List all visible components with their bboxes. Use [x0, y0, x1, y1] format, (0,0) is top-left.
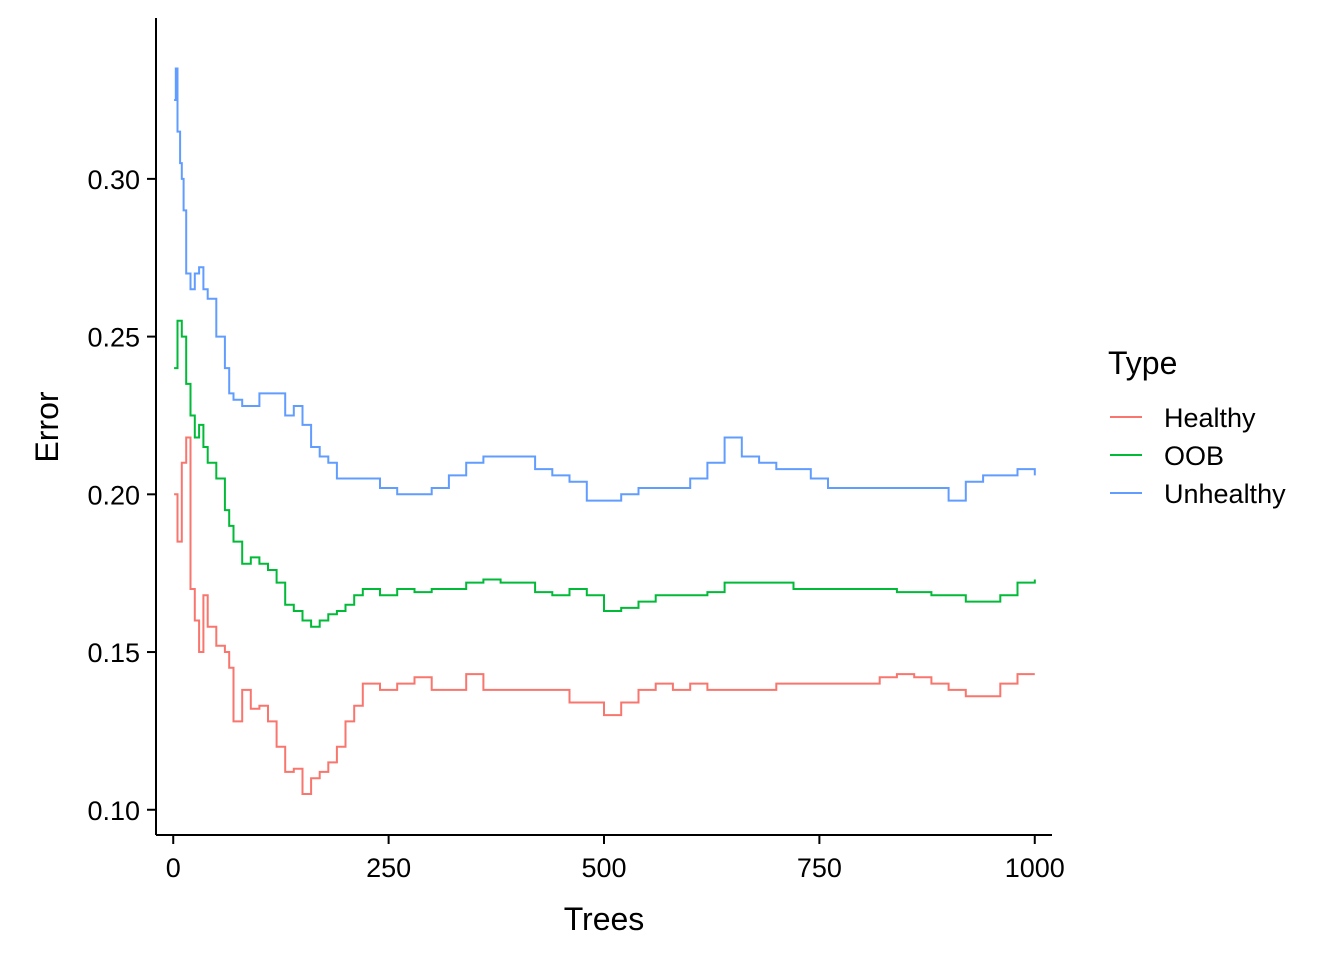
legend-label: Unhealthy — [1164, 479, 1286, 509]
legend-entries: Healthy OOB Unhealthy — [1110, 403, 1286, 509]
x-tick-label: 0 — [166, 853, 181, 883]
x-tick-label: 500 — [581, 853, 626, 883]
y-ticks: 0.10 0.15 0.20 0.25 0.30 — [87, 165, 156, 826]
legend-label: Healthy — [1164, 403, 1256, 433]
x-ticks: 0 250 500 750 1000 — [166, 835, 1065, 883]
plot-panel: 0 250 500 750 1000 0.10 0.15 0.20 0.25 0.30 — [87, 18, 1065, 883]
x-tick-label: 250 — [366, 853, 411, 883]
series-line-unhealthy — [174, 67, 1036, 502]
y-tick-label: 0.20 — [87, 480, 140, 510]
legend-title: Type — [1108, 345, 1177, 381]
y-tick-label: 0.10 — [87, 796, 140, 826]
y-tick-label: 0.15 — [87, 638, 140, 668]
series-line-healthy — [174, 436, 1035, 795]
y-axis-title: Error — [29, 391, 65, 462]
y-tick-label: 0.30 — [87, 165, 140, 195]
x-tick-label: 1000 — [1005, 853, 1065, 883]
x-axis-title: Trees — [564, 901, 645, 937]
y-tick-label: 0.25 — [87, 323, 140, 353]
series-line-oob — [174, 319, 1036, 628]
series-layer — [174, 67, 1036, 795]
legend: Type Healthy OOB Unhealthy — [1108, 345, 1286, 509]
legend-label: OOB — [1164, 441, 1224, 471]
x-tick-label: 750 — [797, 853, 842, 883]
